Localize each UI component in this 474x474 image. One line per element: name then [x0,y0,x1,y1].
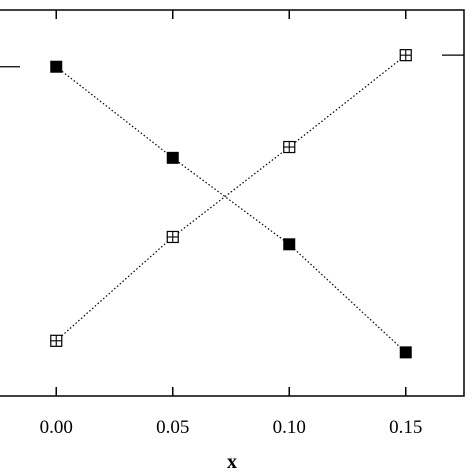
x-axis-tick-labels: 0.00 0.05 0.10 0.15 [40,417,423,438]
series-1-point [166,151,179,164]
series-2-point [283,140,296,154]
plot-frame [0,9,465,397]
x-axis-title: x [227,451,237,473]
series-2-point [166,230,179,244]
x-tick-label: 0.00 [40,417,73,438]
series-1-point [50,60,63,73]
x-axis-ticks [55,10,407,396]
x-tick-label: 0.05 [156,417,189,438]
series-2-point [399,49,412,62]
series-layer [0,49,464,359]
series-2-point [50,334,63,347]
series-1-line [55,66,407,353]
x-tick-label: 0.15 [389,417,422,438]
series-2-line [55,54,407,342]
x-tick-label: 0.10 [273,417,306,438]
series-1-point [283,238,296,251]
series-1-point [399,346,412,359]
